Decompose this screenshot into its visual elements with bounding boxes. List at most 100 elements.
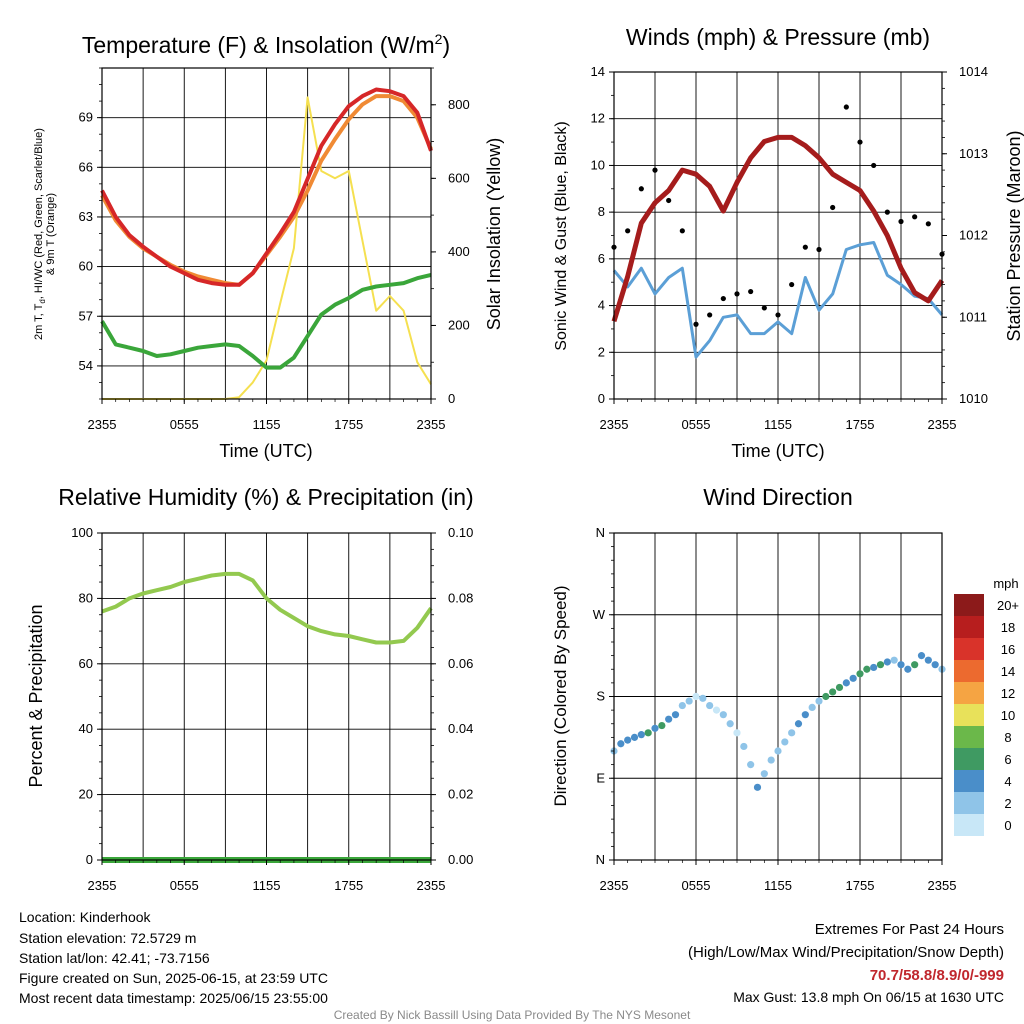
extremes-subtitle: (High/Low/Max Wind/Precipitation/Snow De…	[688, 944, 1004, 961]
y-tick-label: W	[593, 607, 606, 622]
gust-point	[871, 162, 877, 169]
colorbar-segment	[954, 792, 984, 814]
insolation-y-axis-label: Solar Insolation (Yellow)	[484, 138, 504, 330]
x-tick-label: 2355	[417, 417, 446, 432]
y-right-tick-label: 600	[448, 170, 470, 185]
colorbar-label: 8	[1004, 730, 1011, 745]
wind-direction-point	[842, 679, 850, 687]
y-right-tick-label: 0.02	[448, 787, 473, 802]
gust-point	[843, 104, 849, 110]
colorbar-segment	[954, 748, 984, 770]
speed-colorbar: 20+ 18 16 14 12 10 8 6 4 2 0	[954, 594, 1019, 836]
y-right-tick-label: 1014	[959, 64, 988, 79]
y-tick-label: 54	[79, 358, 93, 373]
humidity-x-ticks: 2355 0555 1155 1755 2355	[88, 860, 445, 893]
wind-direction-point	[890, 656, 898, 664]
x-tick-label: 2355	[600, 878, 629, 893]
wind-direction-point	[808, 703, 816, 712]
wind-direction-point	[671, 711, 680, 719]
wind-direction-points	[610, 652, 946, 791]
y-tick-label: N	[596, 525, 605, 540]
info-latlon: Station lat/lon: 42.41; -73.7156	[19, 950, 210, 966]
y-tick-label: 0	[86, 852, 93, 867]
humidity-gridlines	[102, 533, 431, 860]
gust-point	[652, 167, 658, 173]
gust-point	[748, 288, 754, 295]
wind-direction-point	[747, 761, 755, 769]
y-tick-label: 20	[79, 787, 93, 802]
wind-direction-point	[712, 706, 721, 714]
temperature-panel: Temperature (F) & Insolation (W/m2) 54 57…	[33, 31, 504, 461]
y-right-tick-label: 800	[448, 97, 470, 112]
wind-direction-point	[911, 661, 919, 669]
wind-direction-point	[760, 770, 768, 778]
wind-direction-point	[876, 661, 885, 669]
gust-point	[830, 204, 836, 211]
wind-direction-point	[870, 663, 878, 672]
x-tick-label: 1755	[846, 417, 875, 432]
y-tick-label: 40	[79, 721, 93, 736]
wind-direction-point	[651, 724, 659, 732]
wind-direction-point	[794, 720, 803, 728]
y-tick-label: 10	[591, 157, 605, 172]
station-info: Location: Kinderhook Station elevation: …	[19, 909, 328, 1006]
y-right-tick-label: 1010	[959, 391, 988, 406]
gust-point	[912, 214, 918, 220]
colorbar-label: 14	[1001, 664, 1015, 679]
wind-direction-point	[665, 715, 673, 723]
y-tick-label: 69	[79, 110, 93, 125]
x-tick-label: 1155	[253, 417, 281, 432]
extremes-title: Extremes For Past 24 Hours	[815, 921, 1004, 938]
y-right-tick-label: 1012	[959, 228, 988, 243]
wind-direction-x-ticks: 2355 0555 1155 1755 2355	[600, 860, 956, 893]
wind-direction-point	[829, 688, 837, 696]
colorbar-segment	[954, 638, 984, 660]
y-tick-label: 0	[598, 391, 605, 406]
colorbar-label: 12	[1001, 686, 1015, 701]
wind-direction-point	[719, 711, 727, 719]
colorbar-label: 2	[1004, 796, 1011, 811]
colorbar-label: 10	[1001, 708, 1015, 723]
gust-point	[720, 295, 726, 302]
series-line-relative-humidity	[101, 571, 433, 645]
humidity-y-axis-label: Percent & Precipitation	[26, 604, 46, 787]
colorbar-segment	[954, 682, 984, 704]
gust-point	[679, 228, 685, 234]
max-gust: Max Gust: 13.8 mph On 06/15 at 1630 UTC	[733, 989, 1004, 1005]
wind-direction-point	[733, 729, 741, 737]
y-tick-label: 60	[79, 656, 93, 671]
wind-direction-point	[849, 674, 857, 682]
winds-series	[611, 104, 945, 359]
wind-direction-point	[931, 661, 939, 669]
colorbar-label: 0	[1004, 818, 1011, 833]
y-tick-label: 66	[79, 159, 93, 174]
x-tick-label: 1755	[334, 417, 363, 432]
humidity-panel: Relative Humidity (%) & Precipitation (i…	[26, 484, 474, 893]
y-right-tick-label: 1011	[959, 309, 987, 324]
gust-point	[775, 312, 781, 318]
winds-gridlines	[614, 72, 942, 399]
colorbar-label: 20+	[997, 598, 1019, 613]
pressure-y-ticks: 1010 1011 1012 1013 1014	[942, 64, 988, 406]
winds-chart-title: Winds (mph) & Pressure (mb)	[626, 24, 930, 50]
colorbar-segment	[954, 616, 984, 638]
wind-direction-point	[774, 747, 782, 755]
y-right-tick-label: 0.04	[448, 721, 473, 736]
gust-point	[638, 186, 644, 192]
series-line-2m-t-red	[100, 87, 433, 287]
temperature-x-ticks: 2355 0555 1155 1755 2355	[88, 399, 446, 432]
winds-y-axis-label: Sonic Wind & Gust (Blue, Black)	[553, 121, 570, 350]
wind-direction-point	[692, 692, 700, 701]
y-tick-label: 63	[79, 209, 93, 224]
wind-direction-point	[617, 740, 625, 748]
x-tick-label: 2355	[600, 417, 629, 432]
credit-line: Created By Nick Bassill Using Data Provi…	[334, 1008, 691, 1022]
wind-direction-point	[624, 736, 632, 744]
precipitation-y-ticks: 0.00 0.02 0.04 0.06 0.08 0.10	[431, 525, 473, 867]
colorbar-unit-label: mph	[993, 576, 1018, 591]
wind-direction-point	[904, 665, 912, 673]
wind-direction-point	[678, 701, 686, 710]
colorbar-label: 6	[1004, 752, 1011, 767]
y-tick-label: 8	[598, 204, 605, 219]
series-line-td-green	[100, 272, 432, 370]
